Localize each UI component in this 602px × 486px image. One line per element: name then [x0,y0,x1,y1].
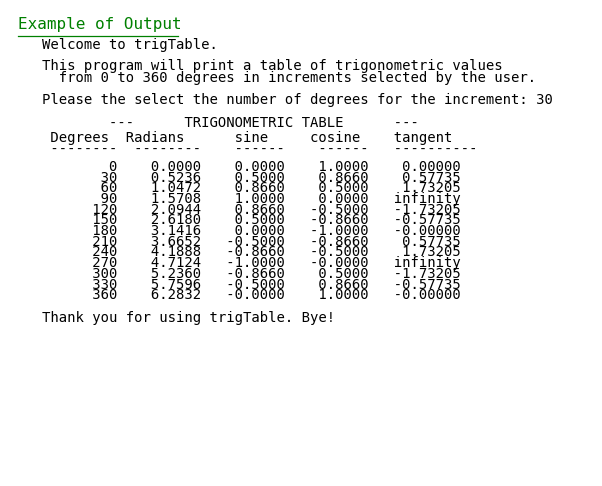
Text: 30    0.5236    0.5000    0.8660    0.57735: 30 0.5236 0.5000 0.8660 0.57735 [42,171,461,185]
Text: --------  --------    ------    ------   ----------: -------- -------- ------ ------ --------… [42,142,477,156]
Text: ---      TRIGONOMETRIC TABLE      ---: --- TRIGONOMETRIC TABLE --- [42,116,419,130]
Text: 210    3.6652   -0.5000   -0.8660    0.57735: 210 3.6652 -0.5000 -0.8660 0.57735 [42,235,461,249]
Text: 240    4.1888   -0.8660   -0.5000    1.73205: 240 4.1888 -0.8660 -0.5000 1.73205 [42,245,461,260]
Text: 360    6.2832   -0.0000    1.0000   -0.00000: 360 6.2832 -0.0000 1.0000 -0.00000 [42,288,461,302]
Text: 120    2.0944    0.8660   -0.5000   -1.73205: 120 2.0944 0.8660 -0.5000 -1.73205 [42,203,461,217]
Text: Please the select the number of degrees for the increment: 30: Please the select the number of degrees … [42,93,553,107]
Text: 300    5.2360   -0.8660    0.5000   -1.73205: 300 5.2360 -0.8660 0.5000 -1.73205 [42,267,461,281]
Text: from 0 to 360 degrees in increments selected by the user.: from 0 to 360 degrees in increments sele… [42,71,536,86]
Text: 90    1.5708    1.0000    0.0000   infinity: 90 1.5708 1.0000 0.0000 infinity [42,192,461,206]
Text: 60    1.0472    0.8660    0.5000    1.73205: 60 1.0472 0.8660 0.5000 1.73205 [42,181,461,195]
Text: 330    5.7596   -0.5000    0.8660   -0.57735: 330 5.7596 -0.5000 0.8660 -0.57735 [42,278,461,292]
Text: 150    2.6180    0.5000   -0.8660   -0.57735: 150 2.6180 0.5000 -0.8660 -0.57735 [42,213,461,227]
Text: 0    0.0000    0.0000    1.0000    0.00000: 0 0.0000 0.0000 1.0000 0.00000 [42,160,461,174]
Text: 180    3.1416    0.0000   -1.0000   -0.00000: 180 3.1416 0.0000 -1.0000 -0.00000 [42,224,461,238]
Text: Example of Output: Example of Output [18,17,182,32]
Text: This program will print a table of trigonometric values: This program will print a table of trigo… [42,59,503,73]
Text: Thank you for using trigTable. Bye!: Thank you for using trigTable. Bye! [42,311,335,325]
Text: Welcome to trigTable.: Welcome to trigTable. [42,38,218,52]
Text: 270    4.7124   -1.0000   -0.0000   infinity: 270 4.7124 -1.0000 -0.0000 infinity [42,256,461,270]
Text: Degrees  Radians      sine     cosine    tangent: Degrees Radians sine cosine tangent [42,131,453,145]
